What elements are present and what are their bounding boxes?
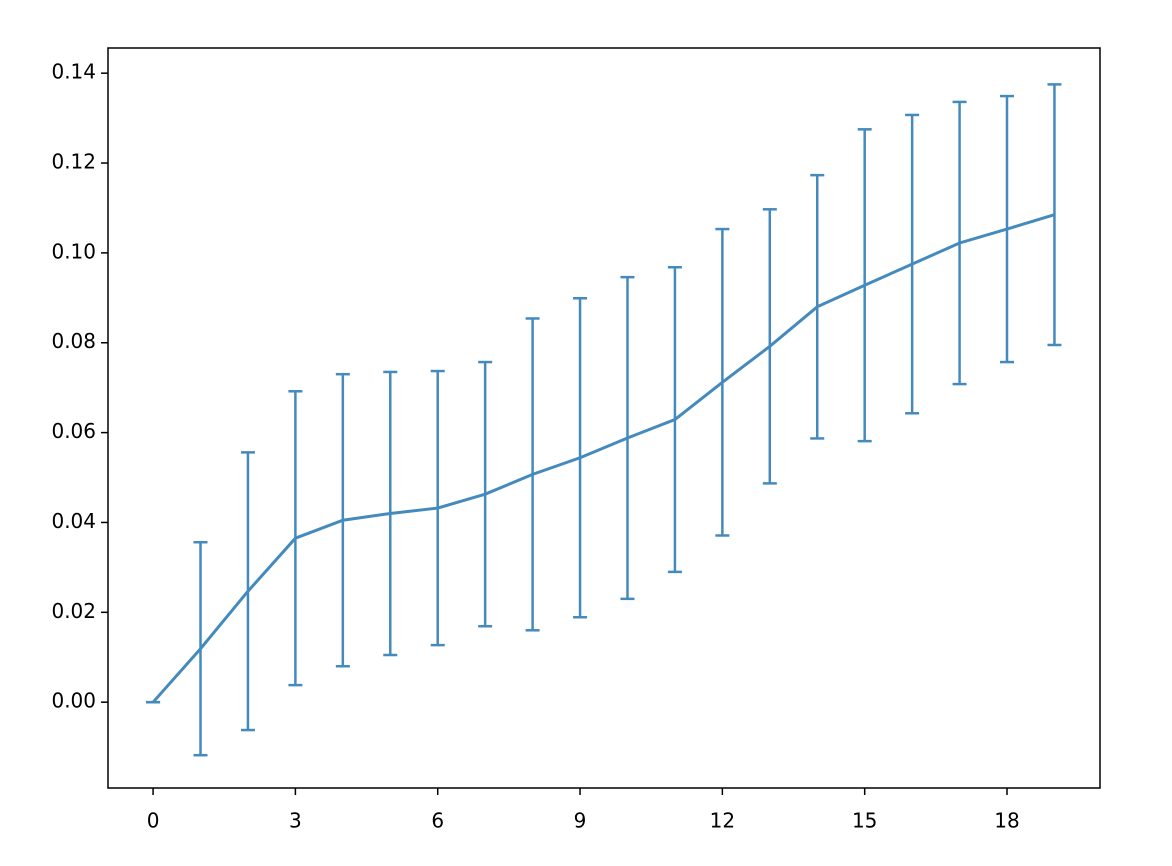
line xyxy=(151,213,1055,704)
plot-frame xyxy=(107,47,1101,789)
y-tick-label: 0.14 xyxy=(51,60,96,84)
y-tick-label: 0.12 xyxy=(51,150,96,174)
y-tick-label: 0.06 xyxy=(51,419,96,443)
y-tick-label: 0.00 xyxy=(51,689,96,713)
y-tick-label: 0.04 xyxy=(51,509,96,533)
y-tick-label: 0.02 xyxy=(51,599,96,623)
y-tick-label: 0.10 xyxy=(51,239,96,263)
x-tick-label: 3 xyxy=(289,809,302,833)
x-tick-label: 9 xyxy=(574,809,587,833)
x-tick-label: 0 xyxy=(147,809,160,833)
x-tick-label: 18 xyxy=(994,809,1019,833)
y-tick-label: 0.08 xyxy=(51,329,96,353)
x-tick-label: 6 xyxy=(431,809,444,833)
x-tick-label: 12 xyxy=(710,809,735,833)
x-tick-label: 15 xyxy=(852,809,877,833)
